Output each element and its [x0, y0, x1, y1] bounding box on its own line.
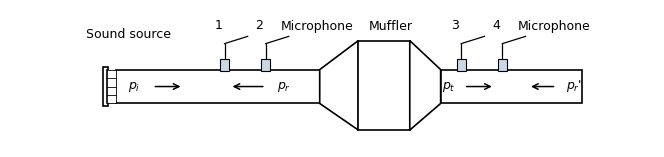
- Text: 1: 1: [214, 19, 222, 32]
- Bar: [261, 59, 270, 71]
- Text: Muffler: Muffler: [369, 20, 412, 33]
- Bar: [359, 41, 410, 130]
- Bar: [220, 59, 229, 71]
- Bar: [498, 59, 507, 71]
- Bar: [441, 70, 582, 103]
- Text: 4: 4: [492, 19, 500, 32]
- Bar: [116, 70, 320, 103]
- Text: Microphone: Microphone: [281, 20, 354, 33]
- Bar: [107, 70, 116, 103]
- Bar: [103, 67, 108, 106]
- Polygon shape: [410, 41, 441, 130]
- Text: 3: 3: [451, 19, 459, 32]
- Text: Microphone: Microphone: [518, 20, 590, 33]
- Text: 2: 2: [256, 19, 264, 32]
- Text: $p_r$': $p_r$': [566, 78, 582, 94]
- Text: $p_t$: $p_t$: [442, 80, 456, 94]
- Polygon shape: [320, 41, 359, 130]
- Bar: [457, 59, 466, 71]
- Text: $p_r$: $p_r$: [277, 80, 291, 94]
- Text: Sound source: Sound source: [86, 28, 171, 41]
- Text: $p_i$: $p_i$: [128, 80, 141, 94]
